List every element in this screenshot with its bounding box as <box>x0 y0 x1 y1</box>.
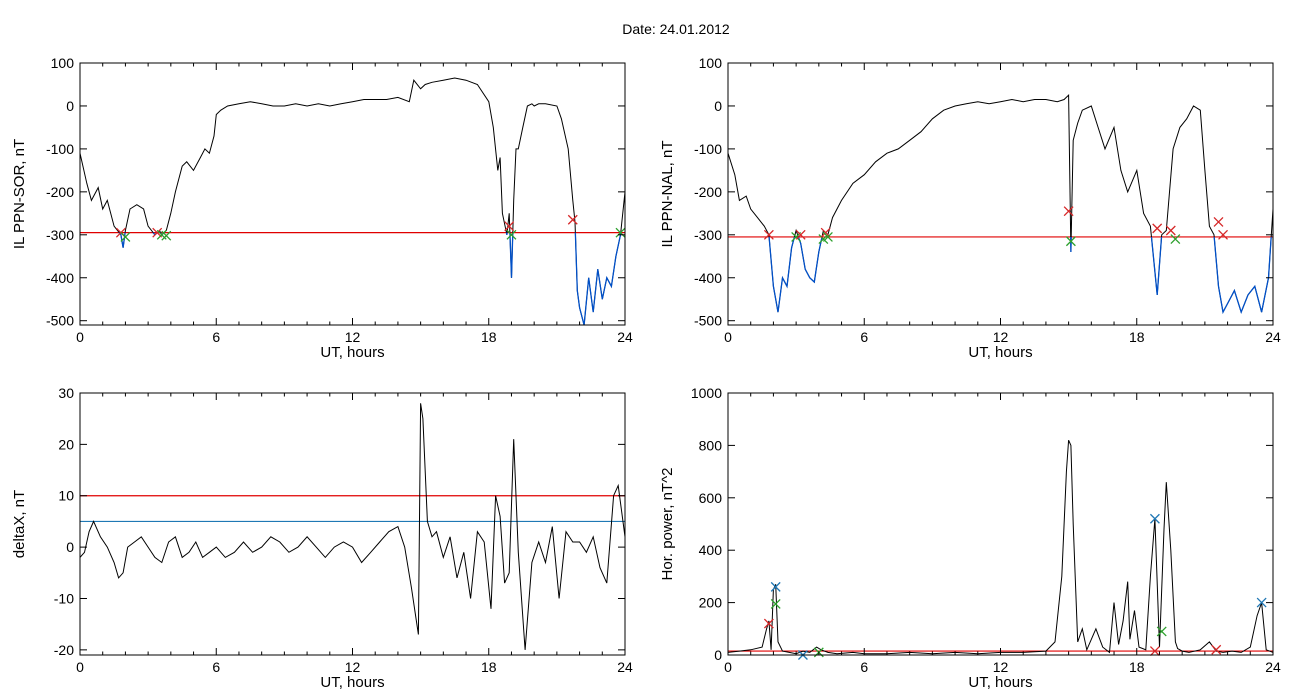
x-tick-label: 24 <box>617 659 633 675</box>
y-tick-label: 10 <box>58 488 74 504</box>
x-tick-label: 0 <box>724 329 732 345</box>
plot-frame <box>727 392 1274 656</box>
event-marker <box>1211 644 1222 655</box>
x-tick-label: 24 <box>1265 329 1281 345</box>
x-axis-label: UT, hours <box>968 674 1032 691</box>
x-tick-label: 12 <box>345 329 361 345</box>
event-marker <box>567 214 578 225</box>
y-tick-label: 200 <box>699 595 723 611</box>
y-tick-label: -100 <box>46 141 74 157</box>
chart-panel-3: 0 6 12 18 24 -20 -10 0 10 20 30 UT, hours deltaX, nT <box>11 385 633 691</box>
y-tick-label: -500 <box>46 313 74 329</box>
event-marker <box>615 227 626 238</box>
x-tick-label: 24 <box>1265 659 1281 675</box>
plot-frame <box>79 392 626 656</box>
event-marker <box>1149 646 1160 657</box>
y-tick-label: 1000 <box>691 385 722 401</box>
event-marker <box>1149 513 1160 524</box>
data-line-below-threshold <box>118 232 622 325</box>
y-tick-label: 0 <box>66 539 74 555</box>
x-tick-label: 6 <box>212 659 220 675</box>
y-axis-label: IL PPN-NAL, nT <box>659 141 676 248</box>
x-tick-label: 6 <box>860 329 868 345</box>
x-tick-label: 18 <box>1129 659 1145 675</box>
chart-panel-2: 0 6 12 18 24 -500 -400 -300 -200 -100 0 100 UT, hour… <box>659 55 1281 361</box>
data-line-below-threshold <box>768 236 1272 315</box>
event-marker <box>1165 225 1176 236</box>
event-marker <box>1063 206 1074 217</box>
x-tick-label: 18 <box>1129 329 1145 345</box>
data-line <box>728 94 1273 314</box>
data-line <box>80 77 625 325</box>
y-tick-label: -200 <box>694 184 722 200</box>
x-axis-label: UT, hours <box>320 344 384 361</box>
data-line <box>728 439 1273 655</box>
y-tick-label: 20 <box>58 436 74 452</box>
event-marker <box>1065 236 1076 247</box>
y-tick-label: -300 <box>694 227 722 243</box>
y-tick-label: 30 <box>58 385 74 401</box>
plot-frame <box>79 62 626 326</box>
event-marker <box>120 231 131 242</box>
x-tick-label: 24 <box>617 329 633 345</box>
y-axis-label: Hor. power, nT^2 <box>659 468 676 581</box>
event-marker <box>504 221 515 232</box>
event-marker <box>506 229 517 240</box>
x-tick-label: 6 <box>860 659 868 675</box>
y-axis-label: deltaX, nT <box>11 490 28 558</box>
y-tick-label: -300 <box>46 227 74 243</box>
chart-panel-4: 0 6 12 18 24 0 200 400 600 800 1000 UT, hours Hor. p… <box>659 385 1281 691</box>
event-marker <box>1156 626 1167 637</box>
x-tick-label: 12 <box>993 659 1009 675</box>
y-tick-label: -400 <box>694 270 722 286</box>
y-tick-label: -20 <box>54 642 74 658</box>
x-tick-label: 6 <box>212 329 220 345</box>
data-line <box>80 403 625 650</box>
y-tick-label: -200 <box>46 184 74 200</box>
y-axis-label: IL PPN-SOR, nT <box>11 139 28 249</box>
x-axis-label: UT, hours <box>968 344 1032 361</box>
x-tick-label: 18 <box>481 329 497 345</box>
event-marker <box>161 230 172 241</box>
x-tick-label: 12 <box>993 329 1009 345</box>
y-tick-label: 100 <box>699 55 723 71</box>
plot-frame <box>727 62 1274 326</box>
event-marker <box>770 581 781 592</box>
y-tick-label: 0 <box>714 647 722 663</box>
x-tick-label: 0 <box>76 659 84 675</box>
y-tick-label: -400 <box>46 270 74 286</box>
figure-title: Date: 24.01.2012 <box>622 21 730 37</box>
y-tick-label: -10 <box>54 590 74 606</box>
y-tick-label: 0 <box>66 98 74 114</box>
event-marker <box>1213 216 1224 227</box>
event-marker <box>795 229 806 240</box>
event-marker <box>1152 223 1163 234</box>
x-tick-label: 12 <box>345 659 361 675</box>
x-tick-label: 0 <box>76 329 84 345</box>
x-tick-label: 18 <box>481 659 497 675</box>
x-tick-label: 0 <box>724 659 732 675</box>
x-axis-label: UT, hours <box>320 674 384 691</box>
y-tick-label: -100 <box>694 141 722 157</box>
chart-panel-1: 0 6 12 18 24 -500 -400 -300 -200 -100 0 100 UT, hour… <box>11 55 633 361</box>
event-marker <box>1218 229 1228 240</box>
y-tick-label: 800 <box>699 437 723 453</box>
y-tick-label: 600 <box>699 490 723 506</box>
y-tick-label: 0 <box>714 98 722 114</box>
event-marker <box>763 618 774 629</box>
y-tick-label: -500 <box>694 313 722 329</box>
event-marker <box>1256 597 1267 608</box>
event-marker <box>763 229 774 240</box>
event-marker <box>1170 234 1181 245</box>
event-marker <box>770 598 781 609</box>
y-tick-label: 100 <box>51 55 75 71</box>
event-marker <box>822 231 833 242</box>
y-tick-label: 400 <box>699 542 723 558</box>
